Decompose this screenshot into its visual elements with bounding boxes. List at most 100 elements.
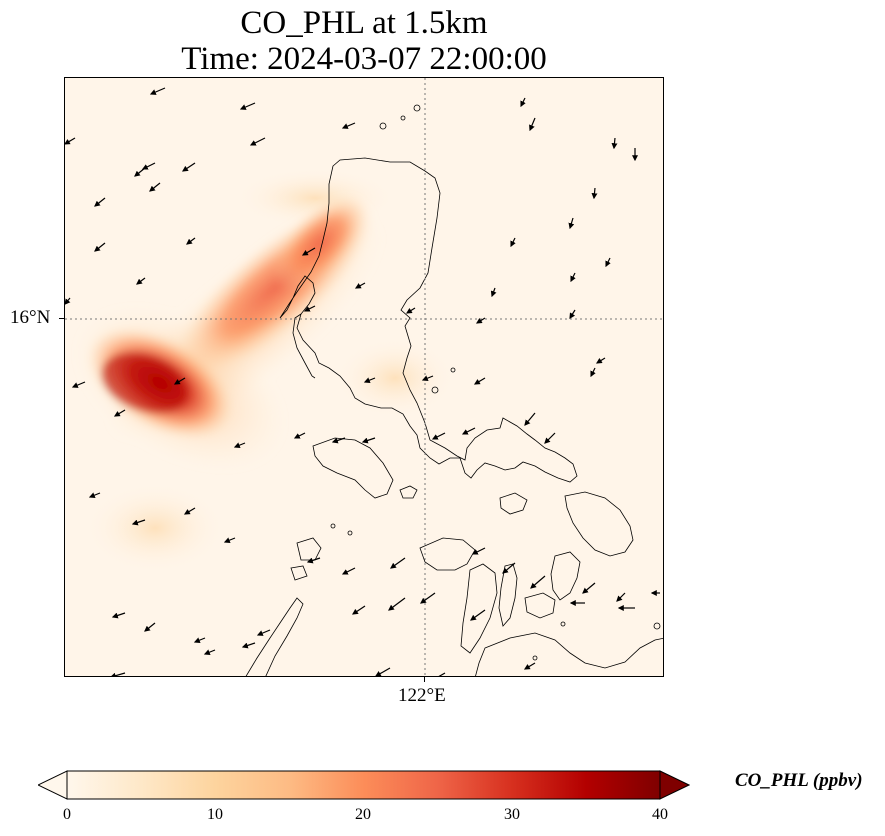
wind-arrow — [473, 377, 486, 385]
wind-arrow — [109, 672, 126, 676]
wind-arrow — [233, 442, 246, 449]
wind-arrow — [186, 237, 196, 245]
calamian-islands-coastline — [296, 537, 322, 561]
wind-arrow — [470, 609, 486, 621]
wind-arrow — [301, 247, 316, 256]
wind-arrow — [523, 662, 536, 670]
wind-arrow — [352, 605, 366, 615]
wind-arrow — [431, 432, 446, 440]
wind-arrow — [65, 137, 76, 145]
wind-arrow — [354, 282, 366, 289]
wind-arrow — [131, 519, 146, 526]
wind-arrow — [149, 87, 166, 95]
luzon-coastline — [279, 157, 578, 483]
wind-arrow — [183, 507, 196, 515]
panay-coastline — [419, 537, 476, 571]
lon-tick-label: 122°E — [398, 685, 446, 706]
wind-arrow — [203, 649, 216, 656]
wind-arrow — [569, 309, 576, 320]
wind-arrow — [568, 217, 575, 230]
masbate-coastline — [499, 492, 528, 515]
wind-arrow — [490, 287, 497, 298]
wind-arrow — [293, 432, 306, 439]
wind-arrow — [363, 377, 376, 384]
colorbar-tick-20: 20 — [355, 806, 371, 823]
colorbar-tick-30: 30 — [504, 806, 520, 823]
wind-arrow — [390, 557, 406, 569]
wind-arrow — [502, 562, 516, 574]
wind-arrow — [223, 537, 236, 544]
wind-arrow — [544, 432, 556, 444]
co-concentration-field — [74, 168, 455, 573]
wind-arrow — [241, 642, 256, 649]
leyte-coastline — [550, 551, 581, 601]
wind-arrow — [591, 187, 598, 200]
wind-arrow — [611, 137, 618, 150]
wind-arrow — [529, 117, 536, 132]
wind-arrow — [193, 637, 206, 644]
wind-arrow — [144, 622, 156, 632]
wind-arrow — [94, 242, 106, 252]
wind-vectors — [65, 87, 660, 676]
cebu-coastline — [498, 563, 518, 627]
colorbar — [38, 770, 690, 800]
negros-coastline — [460, 563, 498, 654]
wind-arrow — [111, 612, 126, 619]
bohol-coastline — [524, 592, 556, 619]
wind-arrow — [374, 667, 391, 676]
wind-arrow — [341, 567, 356, 575]
wind-arrow — [341, 122, 356, 129]
marinduque-coastline — [399, 485, 418, 499]
wind-arrow — [524, 412, 536, 426]
wind-arrow — [331, 437, 346, 444]
colorbar-tick-0: 0 — [63, 806, 71, 823]
lon-tick — [424, 677, 425, 682]
wind-arrow — [136, 277, 146, 285]
wind-arrow — [461, 427, 476, 435]
colorbar-max-extend — [659, 770, 690, 800]
wind-arrow — [249, 137, 266, 146]
wind-arrow — [306, 557, 321, 564]
wind-arrow — [173, 377, 186, 385]
wind-arrow — [182, 162, 196, 172]
mindanao-coastline — [475, 632, 663, 676]
coastlines — [245, 104, 663, 676]
map-canvas — [65, 78, 663, 676]
wind-arrow — [595, 357, 606, 364]
wind-arrow — [590, 367, 596, 378]
wind-arrow — [256, 629, 271, 636]
wind-arrow — [471, 547, 486, 555]
map-panel — [64, 77, 664, 677]
wind-arrow — [530, 575, 546, 589]
colorbar-tick-10: 10 — [207, 806, 223, 823]
map-title-line1: CO_PHL at 1.5km — [240, 5, 488, 41]
wind-arrow — [616, 592, 626, 602]
wind-arrow — [88, 492, 101, 499]
samar-coastline — [564, 491, 634, 557]
colorbar-gradient — [66, 770, 661, 800]
wind-arrow — [303, 305, 316, 312]
wind-arrow — [438, 672, 446, 676]
wind-arrow — [113, 409, 126, 417]
wind-arrow — [421, 375, 434, 382]
wind-arrow — [605, 257, 611, 268]
wind-arrow — [388, 597, 406, 611]
colorbar-tick-40: 40 — [652, 806, 668, 823]
wind-arrow — [510, 237, 516, 248]
wind-arrow — [149, 182, 161, 192]
colorbar-min-extend — [38, 770, 68, 800]
wind-arrow — [475, 317, 486, 324]
bataan-peninsula-coastline — [292, 313, 316, 379]
wind-arrow — [420, 592, 436, 604]
wind-arrow — [71, 381, 86, 388]
wind-arrow — [361, 437, 376, 444]
wind-arrow — [239, 102, 256, 110]
wind-arrow — [405, 307, 416, 314]
lat-tick — [59, 318, 64, 319]
colorbar-label: CO_PHL (ppbv) — [735, 770, 863, 791]
wind-arrow — [520, 97, 526, 108]
wind-arrow — [134, 167, 146, 177]
wind-arrow — [582, 582, 596, 594]
wind-arrow — [570, 272, 576, 283]
wind-arrow — [94, 197, 106, 207]
